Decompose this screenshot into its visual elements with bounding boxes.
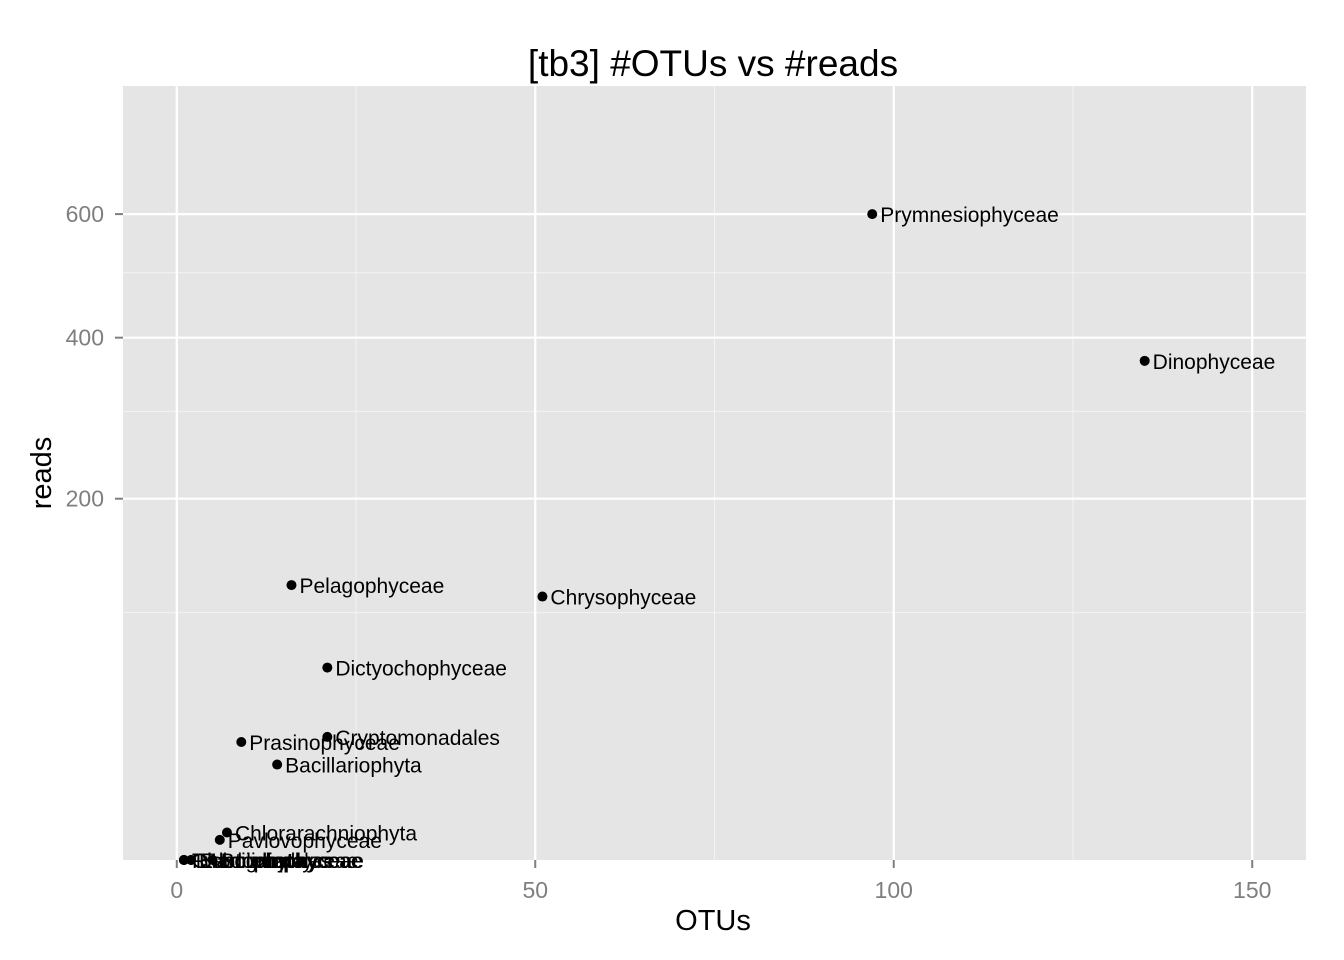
data-point [214, 834, 225, 845]
y-tick-label: 600 [66, 201, 104, 227]
point-label: Mamiellophyceae [199, 850, 362, 873]
point-label: Eustigmatales [199, 850, 331, 873]
point-label: Prasinophyceae [249, 732, 400, 755]
x-tick-label: 150 [1233, 877, 1271, 903]
point-label: Trebouxiophyceae [192, 850, 364, 873]
point-label: Chrysophyceae [550, 587, 696, 610]
point-label: Pavlovophyceae [228, 830, 382, 853]
x-tick-label: 100 [875, 877, 913, 903]
point-label: Prymnesiophyceae [880, 204, 1059, 227]
data-point [207, 855, 218, 865]
y-tick-label: 200 [66, 486, 104, 512]
point-labels: Prymnesiophyceae Dinophyceae Pelagophyceae… [192, 204, 1275, 873]
data-point [867, 209, 878, 220]
point-label: Dinophyceae [1153, 351, 1276, 374]
data-point [322, 731, 333, 742]
data-point [186, 855, 197, 865]
point-label: Dictyochophyceae [335, 658, 507, 681]
point-label: Cryptomonadales [335, 727, 500, 750]
x-tick-label: 50 [522, 877, 548, 903]
point-label: Pelagophyceae [299, 575, 444, 598]
data-point [272, 759, 283, 770]
data-point [286, 580, 297, 591]
x-axis-ticks: 0 50 100 150 [170, 860, 1271, 903]
point-label: Rhodophyta [192, 850, 306, 873]
data-point [236, 737, 247, 748]
data-point [322, 662, 333, 673]
chart-title: [tb3] #OTUs vs #reads [528, 43, 898, 84]
major-gridlines [123, 86, 1306, 860]
y-axis-title: reads [26, 437, 58, 510]
y-tick-label: 400 [66, 325, 104, 351]
x-axis-title: OTUs [675, 905, 751, 937]
point-label: Bolidophyceae [221, 850, 359, 873]
data-points [178, 209, 1150, 865]
x-tick-label: 0 [170, 877, 183, 903]
point-label: Chlorophyta [192, 850, 306, 873]
y-axis-ticks: 200 400 600 [66, 201, 123, 512]
data-point [221, 827, 232, 838]
data-point [1139, 355, 1150, 366]
point-label: Bacillariophyta [285, 755, 422, 778]
point-label: Chlorarachniophyta [235, 823, 417, 846]
data-point [178, 855, 189, 865]
data-point [537, 591, 548, 602]
